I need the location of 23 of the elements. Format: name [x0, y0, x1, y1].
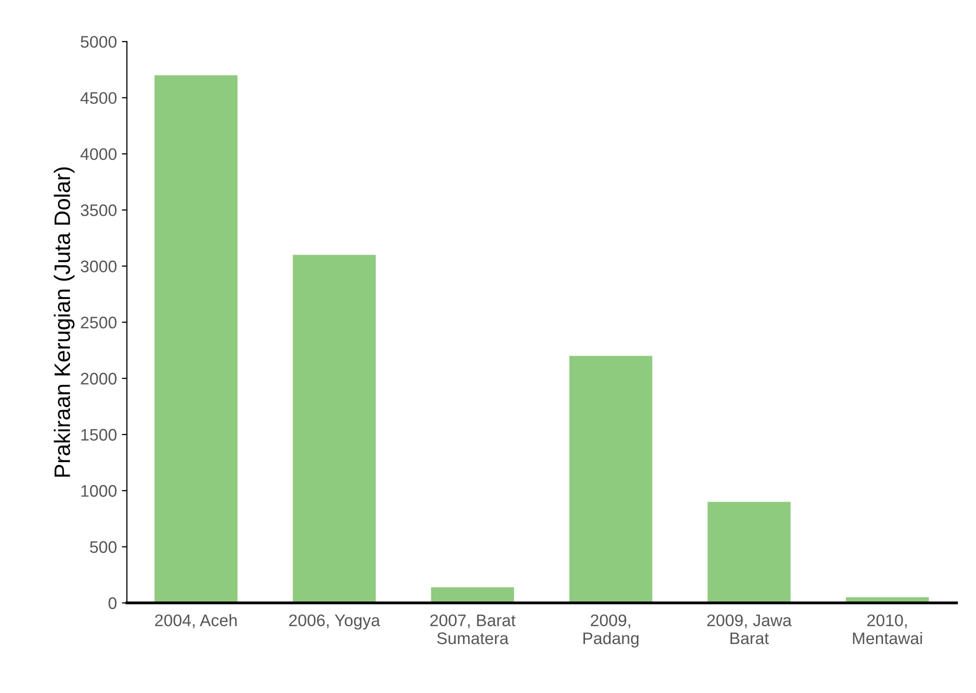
y-tick-label: 1500 — [81, 428, 117, 441]
y-tick-label: 2000 — [80, 372, 117, 385]
y-tick-label: 3000 — [80, 260, 117, 272]
y-tick-label: 500 — [90, 541, 117, 553]
x-tick-label: 2009, Padang — [583, 614, 638, 648]
y-tick-label: 4000 — [80, 148, 117, 160]
bar — [569, 356, 652, 603]
bar — [292, 254, 376, 603]
y-tick-label: 4500 — [80, 92, 117, 104]
bar — [154, 75, 238, 603]
y-tick-label: 2500 — [80, 316, 117, 328]
x-tick-label: 2010, Mentawai — [853, 614, 922, 644]
x-tick-label: 2004, Aceh — [155, 614, 237, 628]
bar — [708, 502, 791, 603]
y-axis-title: Prakiraan Kerugian (Juta Dolar) — [54, 167, 75, 477]
bar — [431, 587, 514, 603]
x-tick-label: 2007, Barat Sumatera — [430, 614, 516, 644]
y-tick-label: 5000 — [80, 36, 117, 48]
y-tick-label: 3500 — [80, 204, 117, 216]
y-tick-label: 0 — [108, 597, 117, 610]
y-tick-label: 1000 — [81, 485, 117, 497]
x-tick-label: 2009, Jawa Barat — [707, 614, 792, 644]
x-tick-label: 2006, Yogya — [289, 614, 380, 630]
